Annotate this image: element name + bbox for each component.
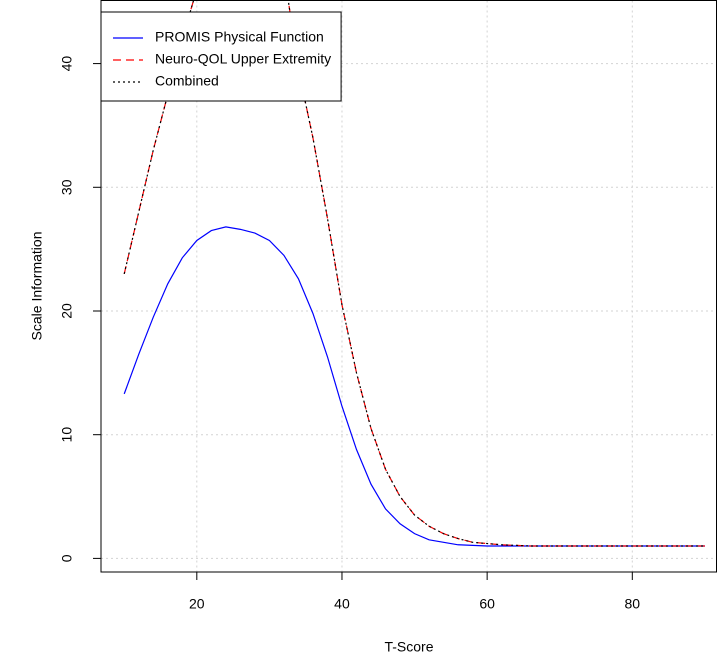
legend: PROMIS Physical Function Neuro-QOL Upper …: [100, 11, 342, 102]
series-line: [123, 0, 705, 547]
axes: 20 40 60 80 0 10 20 30 40: [59, 56, 641, 612]
legend-label: Neuro-QOL Upper Extremity: [155, 51, 331, 67]
series-line: [123, 0, 705, 547]
y-tick-label: 0: [59, 554, 75, 562]
x-tick-label: 60: [479, 596, 495, 612]
plot-area: [123, 0, 705, 547]
x-axis-label: T-Score: [384, 639, 433, 655]
legend-box: [100, 11, 342, 102]
plot-frame: [100, 0, 717, 573]
legend-label: PROMIS Physical Function: [155, 29, 324, 45]
y-tick-label: 10: [59, 427, 75, 443]
x-tick-label: 80: [625, 596, 641, 612]
y-tick-label: 20: [59, 303, 75, 319]
y-tick-label: 40: [59, 56, 75, 72]
series-line: [123, 226, 705, 547]
y-tick-label: 30: [59, 179, 75, 195]
x-tick-label: 40: [334, 596, 350, 612]
y-axis-label: Scale Information: [29, 232, 45, 341]
x-tick-label: 20: [189, 596, 205, 612]
legend-label: Combined: [155, 73, 219, 89]
grid: [101, 0, 717, 572]
